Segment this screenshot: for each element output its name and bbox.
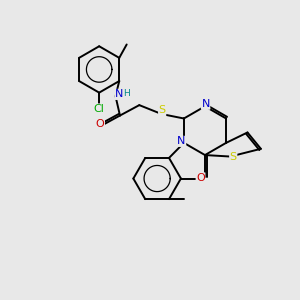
Text: S: S — [159, 106, 166, 116]
Text: O: O — [196, 173, 205, 183]
Text: Cl: Cl — [94, 104, 105, 114]
Text: N: N — [115, 89, 123, 99]
Text: H: H — [123, 89, 130, 98]
Text: N: N — [201, 99, 210, 109]
Text: N: N — [177, 136, 186, 146]
Text: O: O — [96, 119, 104, 129]
Text: S: S — [230, 152, 237, 161]
